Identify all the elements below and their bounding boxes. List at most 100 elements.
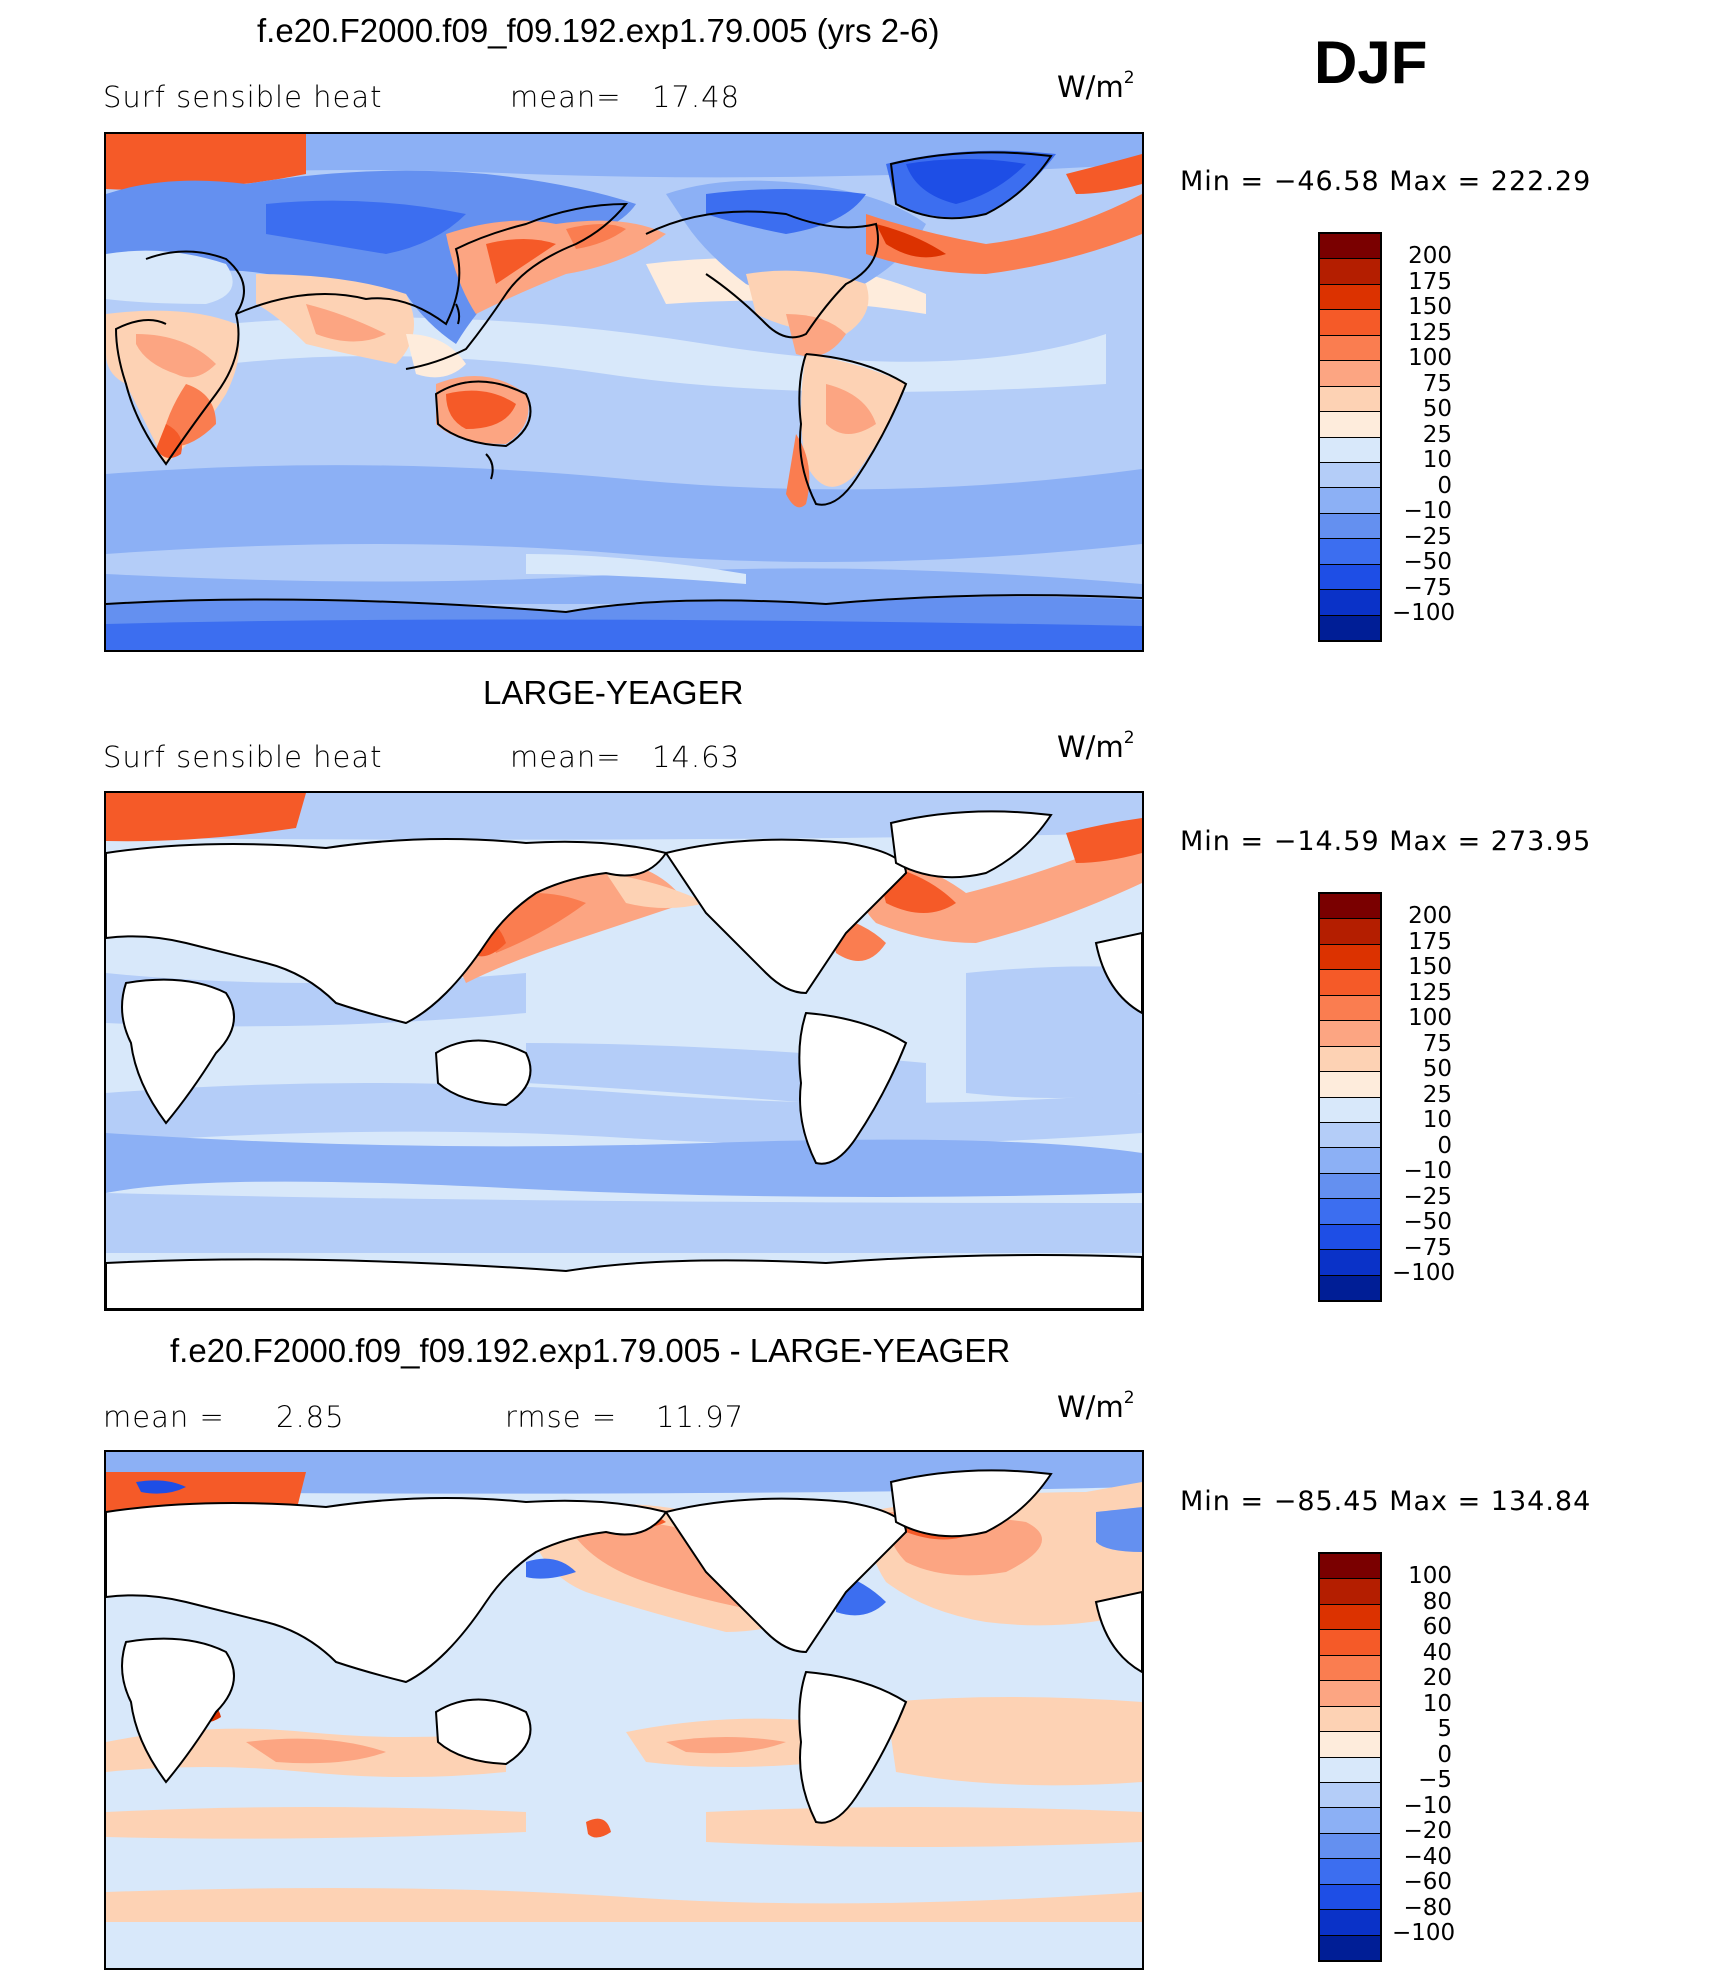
panel-2-title: LARGE-YEAGER [483, 674, 744, 711]
colorbar-swatch [1320, 995, 1380, 1022]
panel-1-colorbar [1318, 232, 1382, 642]
colorbar-swatch [1320, 259, 1380, 285]
colorbar-tick-label: 75 [1422, 1030, 1452, 1057]
colorbar-swatch [1320, 284, 1380, 311]
colorbar-swatch [1320, 539, 1380, 565]
colorbar-swatch [1320, 1757, 1380, 1783]
colorbar-tick-label: −10 [1403, 1792, 1452, 1819]
colorbar-swatch [1320, 1706, 1380, 1733]
colorbar-swatch [1320, 1554, 1380, 1580]
colorbar-tick-label: 125 [1408, 319, 1452, 346]
colorbar-tick-label: 0 [1437, 1741, 1452, 1768]
colorbar-swatch [1320, 590, 1380, 616]
colorbar-swatch [1320, 1122, 1380, 1149]
panel-3-units-base: W/m [1057, 1390, 1124, 1424]
colorbar-tick-label: −20 [1403, 1818, 1452, 1844]
colorbar-swatch [1320, 1808, 1380, 1834]
panel-1-colorbar-labels: 200 175 150 125 100 75 50 25 10 0 −10 −25 −50 −75 −100 [1392, 243, 1456, 627]
colorbar-swatch [1320, 1275, 1380, 1300]
colorbar-tick-label: 200 [1408, 903, 1452, 929]
colorbar-tick-label: −60 [1403, 1869, 1452, 1895]
panel-2-colorbar-labels: 200 175 150 125 100 75 50 25 10 0 −10 −25 −50 −75 −100 [1392, 903, 1456, 1287]
colorbar-tick-label: 100 [1408, 1563, 1452, 1589]
panel-1-units: W/m2 [1057, 68, 1135, 104]
colorbar-swatch [1320, 1250, 1380, 1276]
season-label: DJF [1314, 29, 1428, 96]
panel-2-mean-value: 14.63 [652, 740, 741, 774]
colorbar-swatch [1320, 462, 1380, 489]
panel-2-min-max: Min = −14.59 Max = 273.95 [1180, 826, 1592, 857]
colorbar-tick-label: −75 [1403, 574, 1452, 601]
colorbar-swatch [1320, 944, 1380, 971]
panel-1-mean-value: 17.48 [652, 80, 741, 114]
panel-1-map [104, 132, 1144, 652]
colorbar-tick-label: 175 [1408, 268, 1452, 295]
colorbar-swatch [1320, 1604, 1380, 1631]
colorbar-tick-label: 25 [1422, 421, 1452, 448]
colorbar-tick-label: 10 [1422, 1690, 1452, 1717]
panel-1-map-svg [106, 134, 1142, 650]
colorbar-tick-label: 50 [1422, 396, 1452, 422]
panel-1-title: f.e20.F2000.f09_f09.192.exp1.79.005 (yrs… [257, 12, 940, 49]
colorbar-swatch [1320, 412, 1380, 438]
panel-2-units: W/m2 [1057, 728, 1135, 764]
colorbar-swatch [1320, 1859, 1380, 1885]
colorbar-swatch [1320, 1884, 1380, 1911]
panel-3-map [104, 1450, 1144, 1970]
colorbar-swatch [1320, 234, 1380, 260]
colorbar-tick-label: −80 [1403, 1894, 1452, 1921]
colorbar-tick-label: 150 [1408, 294, 1452, 320]
colorbar-tick-label: −40 [1403, 1843, 1452, 1870]
colorbar-tick-label: 60 [1422, 1614, 1452, 1640]
colorbar-swatch [1320, 310, 1380, 336]
panel-3-title: f.e20.F2000.f09_f09.192.exp1.79.005 - LA… [170, 1332, 1011, 1369]
panel-3-units: W/m2 [1057, 1388, 1135, 1424]
panel-1-min-max: Min = −46.58 Max = 222.29 [1180, 166, 1592, 197]
colorbar-swatch [1320, 1630, 1380, 1656]
panel-3-colorbar [1318, 1552, 1382, 1962]
panel-3-min-max: Min = −85.45 Max = 134.84 [1180, 1486, 1592, 1517]
colorbar-tick-label: 80 [1422, 1588, 1452, 1615]
colorbar-swatch [1320, 437, 1380, 463]
colorbar-tick-label: 10 [1422, 1107, 1452, 1133]
panel-3-map-svg [106, 1452, 1142, 1968]
colorbar-tick-label: −25 [1403, 1183, 1452, 1210]
panel-1-mean-label: mean= [510, 80, 622, 114]
colorbar-swatch [1320, 488, 1380, 514]
colorbar-swatch [1320, 970, 1380, 996]
panel-2-map-svg [106, 793, 1142, 1309]
colorbar-tick-label: 0 [1437, 472, 1452, 499]
colorbar-swatch [1320, 564, 1380, 591]
colorbar-swatch [1320, 386, 1380, 413]
colorbar-tick-label: 5 [1437, 1716, 1452, 1742]
colorbar-tick-label: −100 [1392, 1260, 1456, 1286]
panel-3-rmse-label: rmse = [505, 1400, 618, 1434]
colorbar-tick-label: 100 [1408, 1005, 1452, 1031]
panel-3-mean-value: 2.85 [276, 1400, 345, 1434]
colorbar-tick-label: 50 [1422, 1056, 1452, 1082]
panel-2-units-exponent: 2 [1123, 728, 1135, 748]
colorbar-swatch [1320, 1199, 1380, 1225]
colorbar-tick-label: −100 [1392, 600, 1456, 626]
colorbar-tick-label: 75 [1422, 370, 1452, 397]
panel-1-field-label: Surf sensible heat [103, 80, 383, 114]
panel-1-units-base: W/m [1057, 70, 1124, 104]
panel-2-mean-label: mean= [510, 740, 622, 774]
colorbar-swatch [1320, 513, 1380, 540]
colorbar-tick-label: 100 [1408, 345, 1452, 371]
colorbar-swatch [1320, 335, 1380, 362]
colorbar-swatch [1320, 1173, 1380, 1200]
colorbar-swatch [1320, 1732, 1380, 1758]
colorbar-swatch [1320, 919, 1380, 945]
colorbar-swatch [1320, 1224, 1380, 1251]
colorbar-swatch [1320, 1097, 1380, 1123]
colorbar-tick-label: −100 [1392, 1920, 1456, 1946]
colorbar-tick-label: 10 [1422, 447, 1452, 473]
colorbar-swatch [1320, 1072, 1380, 1098]
colorbar-swatch [1320, 361, 1380, 387]
panel-2-field-label: Surf sensible heat [103, 740, 383, 774]
colorbar-tick-label: 0 [1437, 1132, 1452, 1159]
colorbar-swatch [1320, 1782, 1380, 1809]
colorbar-tick-label: −10 [1403, 1158, 1452, 1184]
colorbar-swatch [1320, 1021, 1380, 1047]
